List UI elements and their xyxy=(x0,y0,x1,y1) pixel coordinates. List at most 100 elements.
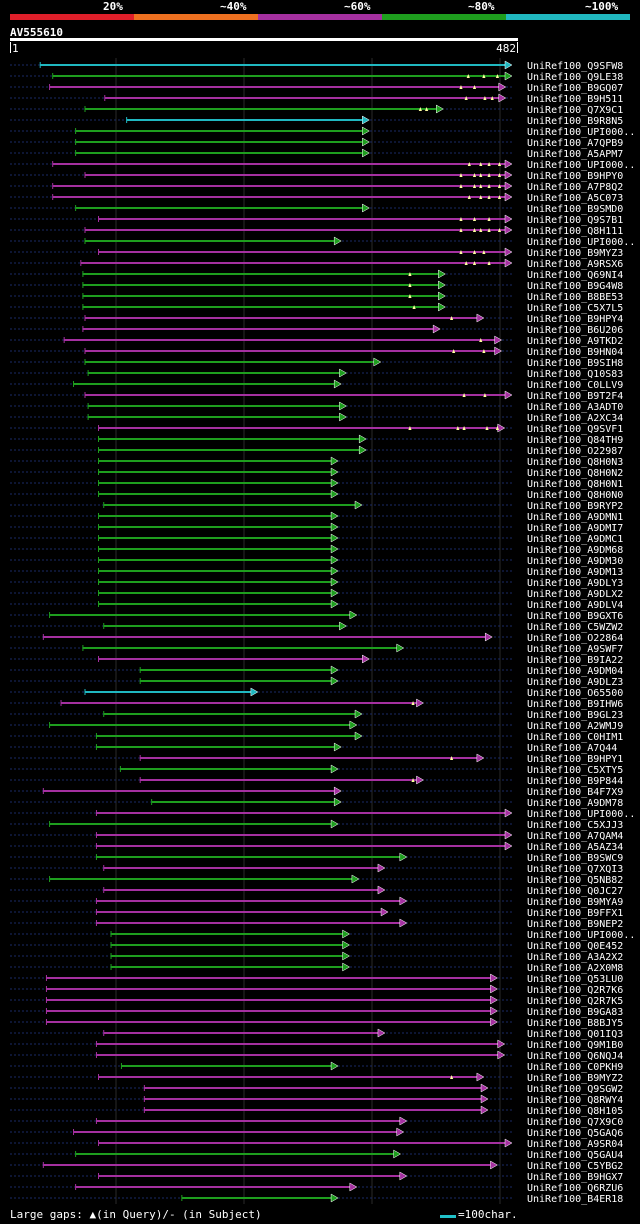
hit-label[interactable]: UniRef100_Q7X9C0 xyxy=(527,1117,623,1128)
hit-label[interactable]: UniRef100_A9DMI7 xyxy=(527,523,623,534)
hit-label[interactable]: UniRef100_A7P8Q2 xyxy=(527,182,623,193)
hit-label[interactable]: UniRef100_Q9SGW2 xyxy=(527,1084,623,1095)
hit-label[interactable]: UniRef100_A9DMC1 xyxy=(527,534,623,545)
hit-label[interactable]: UniRef100_UPI000.. xyxy=(527,127,635,138)
hit-label[interactable]: UniRef100_C5XTY5 xyxy=(527,765,623,776)
hit-label[interactable]: UniRef100_A9DMN1 xyxy=(527,512,623,523)
hit-label[interactable]: UniRef100_B9H511 xyxy=(527,94,623,105)
hit-label[interactable]: UniRef100_Q8RWY4 xyxy=(527,1095,623,1106)
hit-label[interactable]: UniRef100_Q8H105 xyxy=(527,1106,623,1117)
hit-label[interactable]: UniRef100_O22987 xyxy=(527,446,623,457)
hit-label[interactable]: UniRef100_C5WZW2 xyxy=(527,622,623,633)
hit-label[interactable]: UniRef100_B9IA22 xyxy=(527,655,623,666)
hit-label[interactable]: UniRef100_B6U206 xyxy=(527,325,623,336)
hit-label[interactable]: UniRef100_Q2R7K6 xyxy=(527,985,623,996)
hit-label[interactable]: UniRef100_Q10S83 xyxy=(527,369,623,380)
hit-label[interactable]: UniRef100_Q6NQJ4 xyxy=(527,1051,623,1062)
hit-label[interactable]: UniRef100_C0PKH9 xyxy=(527,1062,623,1073)
hit-label[interactable]: UniRef100_B9IHW6 xyxy=(527,699,623,710)
hit-label[interactable]: UniRef100_A2XC34 xyxy=(527,413,623,424)
hit-label[interactable]: UniRef100_B9SMD0 xyxy=(527,204,623,215)
hit-label[interactable]: UniRef100_A9DM13 xyxy=(527,567,623,578)
hit-label[interactable]: UniRef100_A3A2X2 xyxy=(527,952,623,963)
hit-label[interactable]: UniRef100_A9DLV4 xyxy=(527,600,623,611)
hit-label[interactable]: UniRef100_Q0E452 xyxy=(527,941,623,952)
hit-label[interactable]: UniRef100_A5C073 xyxy=(527,193,623,204)
hit-label[interactable]: UniRef100_UPI000.. xyxy=(527,930,635,941)
hit-label[interactable]: UniRef100_B9MYZ3 xyxy=(527,248,623,259)
hit-label[interactable]: UniRef100_A5APM7 xyxy=(527,149,623,160)
hit-label[interactable]: UniRef100_A9SR04 xyxy=(527,1139,623,1150)
hit-label[interactable]: UniRef100_B9T2F4 xyxy=(527,391,623,402)
hit-label[interactable]: UniRef100_B9HGX7 xyxy=(527,1172,623,1183)
hit-label[interactable]: UniRef100_B9GA83 xyxy=(527,1007,623,1018)
hit-label[interactable]: UniRef100_A9DM30 xyxy=(527,556,623,567)
hit-label[interactable]: UniRef100_A9DM68 xyxy=(527,545,623,556)
hit-label[interactable]: UniRef100_C5X7L5 xyxy=(527,303,623,314)
hit-label[interactable]: UniRef100_UPI000.. xyxy=(527,809,635,820)
hit-label[interactable]: UniRef100_Q9M1B0 xyxy=(527,1040,623,1051)
hit-label[interactable]: UniRef100_Q9SVF1 xyxy=(527,424,623,435)
hit-label[interactable]: UniRef100_B9RYP2 xyxy=(527,501,623,512)
hit-label[interactable]: UniRef100_A9DLZ3 xyxy=(527,677,623,688)
hit-label[interactable]: UniRef100_Q7XQI3 xyxy=(527,864,623,875)
hit-label[interactable]: UniRef100_Q8H0N0 xyxy=(527,490,623,501)
hit-label[interactable]: UniRef100_A9DLY3 xyxy=(527,578,623,589)
hit-label[interactable]: UniRef100_UPI000.. xyxy=(527,160,635,171)
hit-label[interactable]: UniRef100_Q8H0N2 xyxy=(527,468,623,479)
hit-label[interactable]: UniRef100_A9RSX6 xyxy=(527,259,623,270)
hit-label[interactable]: UniRef100_Q9S7B1 xyxy=(527,215,623,226)
hit-label[interactable]: UniRef100_B9HN04 xyxy=(527,347,623,358)
hit-label[interactable]: UniRef100_B9NEP2 xyxy=(527,919,623,930)
hit-label[interactable]: UniRef100_A9TKD2 xyxy=(527,336,623,347)
hit-label[interactable]: UniRef100_B9SWC9 xyxy=(527,853,623,864)
hit-label[interactable]: UniRef100_Q5NB82 xyxy=(527,875,623,886)
hit-label[interactable]: UniRef100_B9MYA9 xyxy=(527,897,623,908)
hit-label[interactable]: UniRef100_B9HPY0 xyxy=(527,171,623,182)
hit-label[interactable]: UniRef100_UPI000.. xyxy=(527,237,635,248)
hit-label[interactable]: UniRef100_A9DM04 xyxy=(527,666,623,677)
hit-label[interactable]: UniRef100_B9HPY1 xyxy=(527,754,623,765)
hit-label[interactable]: UniRef100_Q8H111 xyxy=(527,226,623,237)
hit-label[interactable]: UniRef100_A3ADT0 xyxy=(527,402,623,413)
hit-label[interactable]: UniRef100_B4F7X9 xyxy=(527,787,623,798)
hit-label[interactable]: UniRef100_Q6RZU6 xyxy=(527,1183,623,1194)
hit-label[interactable]: UniRef100_B9GXT6 xyxy=(527,611,623,622)
hit-label[interactable]: UniRef100_B8BJY5 xyxy=(527,1018,623,1029)
hit-label[interactable]: UniRef100_Q7X9C1 xyxy=(527,105,623,116)
hit-label[interactable]: UniRef100_Q9LE38 xyxy=(527,72,623,83)
hit-label[interactable]: UniRef100_O22864 xyxy=(527,633,623,644)
hit-label[interactable]: UniRef100_B9R8N5 xyxy=(527,116,623,127)
hit-label[interactable]: UniRef100_C0HIM1 xyxy=(527,732,623,743)
hit-label[interactable]: UniRef100_Q53LU0 xyxy=(527,974,623,985)
hit-label[interactable]: UniRef100_A2WMJ9 xyxy=(527,721,623,732)
hit-label[interactable]: UniRef100_Q5GAQ6 xyxy=(527,1128,623,1139)
hit-label[interactable]: UniRef100_Q8H0N3 xyxy=(527,457,623,468)
hit-label[interactable]: UniRef100_B9FFX1 xyxy=(527,908,623,919)
hit-label[interactable]: UniRef100_B4ER18 xyxy=(527,1194,623,1205)
hit-label[interactable]: UniRef100_A7Q44 xyxy=(527,743,617,754)
hit-label[interactable]: UniRef100_B9GQ07 xyxy=(527,83,623,94)
hit-label[interactable]: UniRef100_A5AZ34 xyxy=(527,842,623,853)
hit-label[interactable]: UniRef100_Q84TH9 xyxy=(527,435,623,446)
hit-label[interactable]: UniRef100_Q8H0N1 xyxy=(527,479,623,490)
hit-label[interactable]: UniRef100_B9GL23 xyxy=(527,710,623,721)
hit-label[interactable]: UniRef100_C5YBG2 xyxy=(527,1161,623,1172)
hit-label[interactable]: UniRef100_B9P844 xyxy=(527,776,623,787)
hit-label[interactable]: UniRef100_Q01IQ3 xyxy=(527,1029,623,1040)
hit-label[interactable]: UniRef100_B9G4W8 xyxy=(527,281,623,292)
hit-label[interactable]: UniRef100_B9SIH8 xyxy=(527,358,623,369)
hit-label[interactable]: UniRef100_A9DM78 xyxy=(527,798,623,809)
hit-label[interactable]: UniRef100_Q9SFW8 xyxy=(527,61,623,72)
hit-label[interactable]: UniRef100_A7QPB9 xyxy=(527,138,623,149)
hit-label[interactable]: UniRef100_C0LLV9 xyxy=(527,380,623,391)
hit-label[interactable]: UniRef100_A2X0M8 xyxy=(527,963,623,974)
hit-label[interactable]: UniRef100_B9MYZ2 xyxy=(527,1073,623,1084)
hit-label[interactable]: UniRef100_Q69NI4 xyxy=(527,270,623,281)
hit-label[interactable]: UniRef100_A9SWF7 xyxy=(527,644,623,655)
hit-label[interactable]: UniRef100_Q2R7K5 xyxy=(527,996,623,1007)
hit-label[interactable]: UniRef100_B8BE53 xyxy=(527,292,623,303)
hit-label[interactable]: UniRef100_B9HPY4 xyxy=(527,314,623,325)
hit-label[interactable]: UniRef100_Q0JC27 xyxy=(527,886,623,897)
hit-label[interactable]: UniRef100_Q5GAU4 xyxy=(527,1150,623,1161)
